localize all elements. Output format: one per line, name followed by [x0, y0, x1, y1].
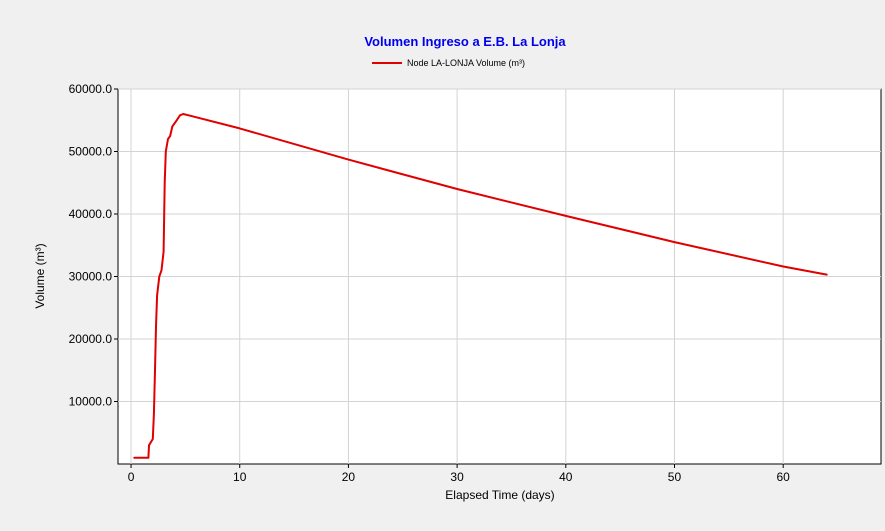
y-tick-label: 50000.0: [69, 145, 113, 159]
y-tick-label: 40000.0: [69, 207, 113, 221]
x-tick-label: 20: [342, 470, 356, 484]
x-tick-label: 30: [450, 470, 464, 484]
y-axis-label: Volume (m³): [33, 243, 47, 308]
chart-title: Volumen Ingreso a E.B. La Lonja: [364, 34, 566, 49]
y-tick-label: 20000.0: [69, 332, 113, 346]
x-tick-label: 50: [668, 470, 682, 484]
x-tick-label: 10: [233, 470, 247, 484]
y-tick-label: 30000.0: [69, 270, 113, 284]
x-tick-label: 60: [776, 470, 790, 484]
x-axis-label: Elapsed Time (days): [445, 488, 554, 502]
x-tick-label: 40: [559, 470, 573, 484]
y-tick-label: 10000.0: [69, 395, 113, 409]
legend: Node LA-LONJA Volume (m³): [372, 58, 525, 68]
legend-label: Node LA-LONJA Volume (m³): [407, 58, 525, 68]
x-tick-label: 0: [128, 470, 135, 484]
y-tick-label: 60000.0: [69, 82, 113, 96]
